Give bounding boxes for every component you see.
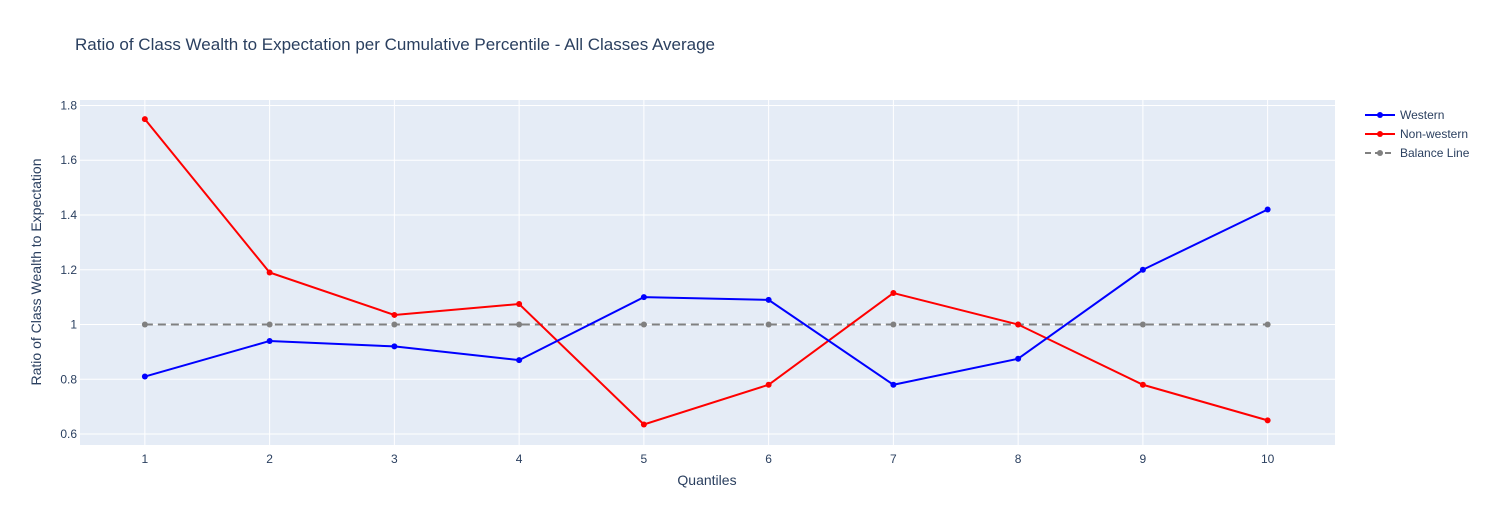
data-point[interactable] (516, 357, 523, 364)
data-point[interactable] (1015, 355, 1022, 362)
x-axis-title: Quantiles (677, 472, 736, 488)
legend-label: Non-western (1400, 127, 1468, 141)
x-tick-label: 3 (391, 452, 398, 466)
series-group (141, 116, 1271, 428)
data-point[interactable] (1015, 321, 1022, 328)
data-point[interactable] (391, 311, 398, 318)
x-tick-label: 7 (890, 452, 897, 466)
y-tick-label: 0.6 (60, 427, 77, 441)
series-non-western (141, 116, 1271, 428)
y-tick-label: 0.8 (60, 372, 77, 386)
x-tick-label: 9 (1140, 452, 1147, 466)
x-tick-label: 1 (142, 452, 149, 466)
data-point[interactable] (266, 337, 273, 344)
data-point[interactable] (640, 421, 647, 428)
data-point[interactable] (141, 373, 148, 380)
series-line (144, 118, 1268, 426)
x-axis-ticks: 1 2 3 4 5 6 7 8 9 10 (142, 452, 1275, 466)
y-tick-label: 1.6 (60, 153, 77, 167)
data-point[interactable] (640, 321, 647, 328)
data-point[interactable] (266, 321, 273, 328)
data-point[interactable] (765, 381, 772, 388)
data-point[interactable] (640, 294, 647, 301)
legend-label: Balance Line (1400, 146, 1470, 160)
data-point[interactable] (1139, 266, 1146, 273)
data-point[interactable] (266, 269, 273, 276)
data-point[interactable] (141, 321, 148, 328)
legend-marker (1377, 150, 1383, 156)
data-point[interactable] (1264, 417, 1271, 424)
data-point[interactable] (765, 296, 772, 303)
legend-marker (1377, 112, 1383, 118)
x-tick-label: 5 (641, 452, 648, 466)
data-point[interactable] (890, 290, 897, 297)
series-western (141, 206, 1271, 388)
data-point[interactable] (1139, 381, 1146, 388)
chart-title: Ratio of Class Wealth to Expectation per… (75, 35, 715, 54)
data-point[interactable] (516, 321, 523, 328)
data-point[interactable] (516, 300, 523, 307)
x-tick-label: 2 (266, 452, 273, 466)
legend: Western Non-western Balance Line (1365, 108, 1470, 160)
series-balance-line (141, 321, 1271, 328)
x-tick-label: 10 (1261, 452, 1275, 466)
legend-marker (1377, 131, 1383, 137)
y-tick-label: 1.4 (60, 208, 77, 222)
data-point[interactable] (141, 116, 148, 123)
legend-item[interactable]: Western (1365, 108, 1444, 122)
series-line (144, 208, 1269, 386)
y-tick-label: 1.8 (60, 98, 77, 112)
legend-label: Western (1400, 108, 1444, 122)
x-tick-label: 4 (516, 452, 523, 466)
data-point[interactable] (1264, 206, 1271, 213)
y-axis-ticks: 0.6 0.8 1 1.2 1.4 1.6 1.8 (60, 98, 77, 441)
y-axis-title: Ratio of Class Wealth to Expectation (28, 159, 44, 386)
data-point[interactable] (391, 321, 398, 328)
data-point[interactable] (1264, 321, 1271, 328)
legend-item[interactable]: Non-western (1365, 127, 1468, 141)
data-point[interactable] (890, 321, 897, 328)
data-point[interactable] (765, 321, 772, 328)
plot-area (80, 100, 1335, 445)
legend-item[interactable]: Balance Line (1365, 146, 1470, 160)
y-tick-label: 1.2 (60, 263, 77, 277)
data-point[interactable] (890, 381, 897, 388)
x-tick-label: 6 (765, 452, 772, 466)
y-tick-label: 1 (70, 318, 77, 332)
data-point[interactable] (1139, 321, 1146, 328)
x-tick-label: 8 (1015, 452, 1022, 466)
data-point[interactable] (391, 343, 398, 350)
